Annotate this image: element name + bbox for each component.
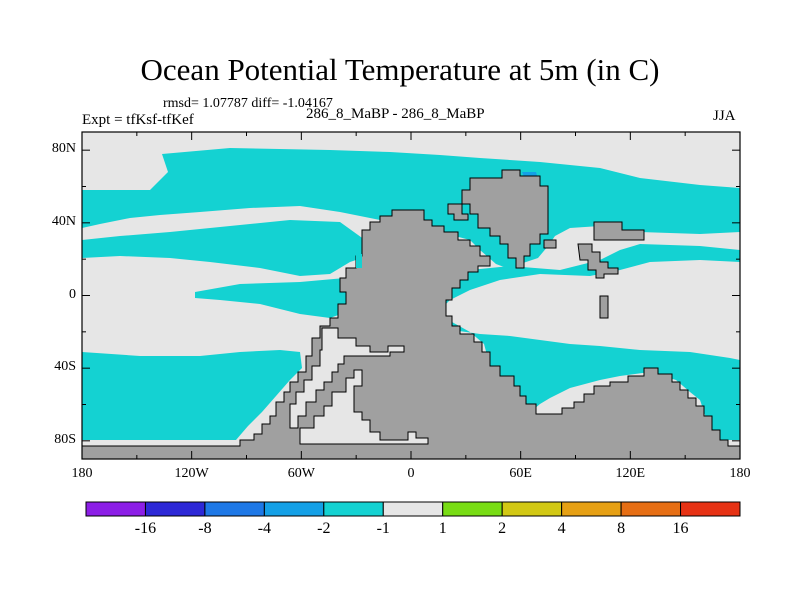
tick-marks <box>81 132 741 459</box>
basin-south <box>299 369 429 445</box>
colorbar-swatch <box>204 501 265 517</box>
inland-basins <box>289 327 429 445</box>
land-east-islet <box>599 295 609 319</box>
colorbar-swatch <box>620 501 682 517</box>
x-tick-label: 180 <box>729 466 751 481</box>
colorbar-swatch <box>382 501 444 517</box>
x-tick-label: 60E <box>509 466 532 481</box>
colorbar-label: 4 <box>557 520 566 537</box>
land-asia-block <box>461 169 549 269</box>
y-tick-label: 0 <box>69 286 76 302</box>
map-field <box>82 132 740 459</box>
arctic-band <box>82 148 740 270</box>
colorbar-label: 8 <box>617 520 626 537</box>
land-americas <box>82 209 740 459</box>
colorbar-label: 2 <box>498 520 507 537</box>
colorbar-label: -4 <box>257 520 272 537</box>
north-atlantic-band <box>82 220 368 276</box>
y-tick-label: 40S <box>54 359 76 375</box>
colorbar-swatch <box>442 501 503 517</box>
colorbar-swatch <box>501 501 563 517</box>
colorbar-label: -2 <box>317 520 331 537</box>
colorbar-label: -16 <box>134 520 157 537</box>
basin-west <box>289 327 405 429</box>
colorbar-label: -1 <box>376 520 390 537</box>
y-tick-label: 40N <box>51 213 76 229</box>
y-tick-label: 80S <box>54 431 76 447</box>
colorbar-swatch <box>561 501 622 517</box>
colorbar-label: -8 <box>198 520 212 537</box>
colorbar-swatch <box>85 501 146 517</box>
colorbar-label: 16 <box>672 520 689 537</box>
season-label: JJA <box>713 108 736 124</box>
x-tick-label: 180 <box>71 466 93 481</box>
land-small-island-a <box>447 203 469 221</box>
colorbar-swatch <box>323 501 384 517</box>
land-east-archipelago <box>577 243 619 279</box>
x-tick-label: 60W <box>287 466 315 481</box>
interior-strip <box>356 254 362 268</box>
x-tick-label: 0 <box>407 466 415 481</box>
southern-ocean-band <box>82 350 302 440</box>
y-tick-label: 80N <box>51 141 76 157</box>
x-tick-label: 120W <box>174 466 209 481</box>
colorbar-swatch <box>680 501 741 517</box>
case-label: 286_8_MaBP - 286_8_MaBP <box>306 106 485 122</box>
chart-title: Ocean Potential Temperature at 5m (in C) <box>140 52 660 87</box>
stats-label: rmsd= 1.07787 diff= -1.04167 <box>163 96 333 111</box>
expt-label: Expt = tfKsf-tfKef <box>82 112 194 128</box>
tropical-west <box>195 278 358 318</box>
colorbar-label: 1 <box>438 520 447 537</box>
land-masses <box>82 169 740 459</box>
colorbar <box>85 501 741 517</box>
x-tick-label: 120E <box>615 466 646 481</box>
land-sea-bump <box>543 239 557 249</box>
colorbar-swatch <box>144 501 206 517</box>
land-east-peninsula <box>593 221 645 241</box>
colorbar-swatch <box>263 501 325 517</box>
